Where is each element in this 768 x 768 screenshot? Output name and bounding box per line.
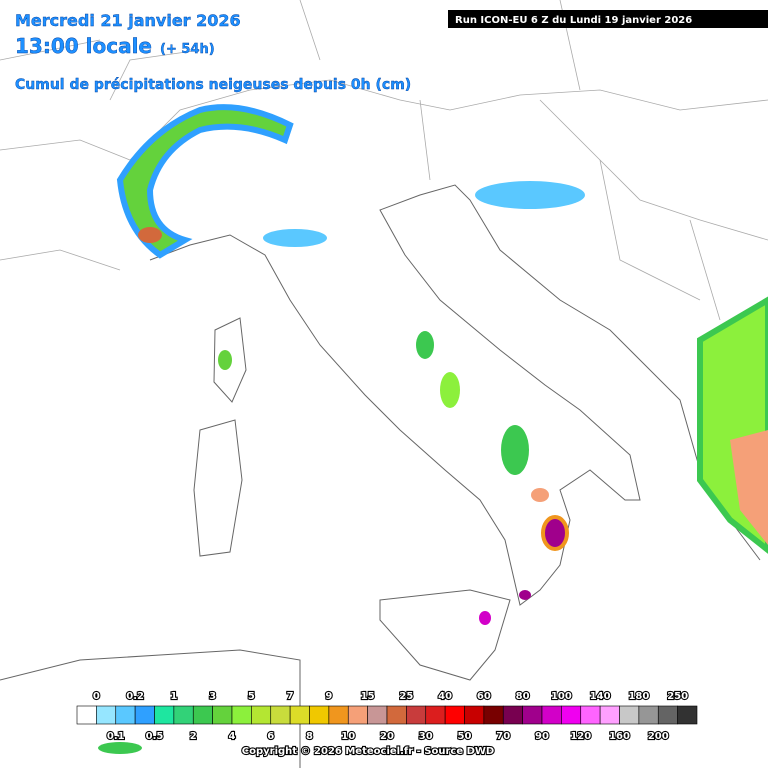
legend-cell <box>502 705 523 725</box>
legend-cell <box>483 705 504 725</box>
legend-cell <box>134 705 155 725</box>
legend-label: 200 <box>648 731 669 742</box>
snow-alps <box>116 104 294 259</box>
snow-patch <box>501 425 529 475</box>
run: Run ICON-EU 6 Z du Lundi 19 janvier 2026 <box>455 15 692 26</box>
snow-patch <box>138 227 162 243</box>
legend-cell <box>561 705 582 725</box>
legend-cell <box>406 705 427 725</box>
date: Mercredi 21 janvier 2026 <box>15 11 241 30</box>
legend-label: 100 <box>551 691 572 702</box>
legend-label: 120 <box>570 731 591 742</box>
sardinia <box>193 419 243 557</box>
snow-areas <box>98 104 768 754</box>
legend-label: 0 <box>93 691 100 702</box>
legend-cell <box>638 705 659 725</box>
snow-patch <box>519 590 531 600</box>
sicily <box>379 589 511 681</box>
snow-patch <box>479 611 491 625</box>
time: 13:00 locale <box>15 34 152 58</box>
snow-patch <box>263 229 327 247</box>
legend-label: 40 <box>438 691 452 702</box>
legend-cell <box>444 705 465 725</box>
legend-label: 6 <box>267 731 274 742</box>
legend-cell <box>212 705 233 725</box>
legend-cell <box>386 705 407 725</box>
legend-cell <box>76 705 97 725</box>
legend-label: 160 <box>609 731 630 742</box>
copyright: Copyright © 2026 Meteociel.fr - Source D… <box>242 746 494 757</box>
africa-coast <box>0 649 301 768</box>
coastline <box>149 184 761 606</box>
legend-cell <box>580 705 601 725</box>
legend-cell <box>270 705 291 725</box>
snow-patch <box>531 488 549 502</box>
legend-label: 3 <box>209 691 216 702</box>
legend-label: 5 <box>248 691 255 702</box>
legend-label: 180 <box>628 691 649 702</box>
borders <box>0 0 768 321</box>
snow-greece-high <box>730 430 768 545</box>
legend-cell <box>289 705 310 725</box>
legend-cell <box>347 705 368 725</box>
corsica <box>213 317 247 403</box>
legend-cell <box>115 705 136 725</box>
legend-cell <box>657 705 678 725</box>
legend-label: 0.1 <box>107 731 125 742</box>
legend-label: 250 <box>667 691 688 702</box>
legend-label: 0.5 <box>146 731 164 742</box>
snow-patch <box>416 331 434 359</box>
legend-label: 25 <box>399 691 413 702</box>
legend-cell <box>231 705 252 725</box>
legend-cell <box>599 705 620 725</box>
legend-cell <box>367 705 388 725</box>
legend-cell <box>328 705 349 725</box>
legend-label: 140 <box>590 691 611 702</box>
legend-label: 50 <box>458 731 472 742</box>
legend-label: 2 <box>190 731 197 742</box>
product: Cumul de précipitations neigeuses depuis… <box>15 77 411 93</box>
legend-cell <box>96 705 117 725</box>
legend-cell <box>522 705 543 725</box>
legend-label: 0.2 <box>126 691 144 702</box>
legend-cell <box>251 705 272 725</box>
legend-label: 10 <box>341 731 355 742</box>
legend-cell <box>464 705 485 725</box>
legend-cell <box>619 705 640 725</box>
snow-patch <box>541 515 569 551</box>
legend-label: 70 <box>496 731 510 742</box>
legend-label: 80 <box>516 691 530 702</box>
snow-patch <box>218 350 232 370</box>
legend-label: 1 <box>170 691 177 702</box>
snow-patch <box>98 742 142 754</box>
legend-label: 8 <box>306 731 313 742</box>
run-box <box>448 10 768 28</box>
legend-label: 20 <box>380 731 394 742</box>
legend-label: 30 <box>419 731 433 742</box>
legend-label: 7 <box>287 691 294 702</box>
legend-label: 4 <box>229 731 236 742</box>
snow-patch <box>475 181 585 209</box>
legend-label: 60 <box>477 691 491 702</box>
lead: (+ 54h) <box>160 42 215 57</box>
legend-cell <box>192 705 213 725</box>
legend-cell <box>425 705 446 725</box>
legend-label: 9 <box>325 691 332 702</box>
legend: 0 0.1 0.2 0.5 1 2 3 4 5 6 7 8 9 10 15 20 25 30 40 50 60 70 80 9… <box>76 690 698 743</box>
legend-cell <box>677 705 698 725</box>
legend-cell <box>173 705 194 725</box>
legend-cell <box>541 705 562 725</box>
snow-patch <box>440 372 460 408</box>
legend-cell <box>154 705 175 725</box>
legend-label: 90 <box>535 731 549 742</box>
legend-cell <box>309 705 330 725</box>
legend-label: 15 <box>361 691 375 702</box>
